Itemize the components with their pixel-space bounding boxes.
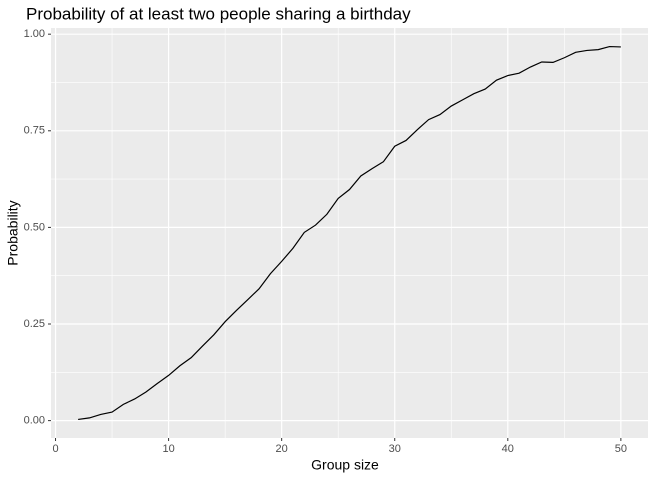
y-tick-label: 1.00 xyxy=(24,28,45,40)
x-axis-title: Group size xyxy=(311,457,379,473)
x-tick-label: 20 xyxy=(276,443,288,455)
y-tick-label: 0.75 xyxy=(24,125,45,137)
y-tick-label: 0.50 xyxy=(24,221,45,233)
data-line xyxy=(78,45,621,421)
chart-title: Probability of at least two people shari… xyxy=(26,4,411,23)
y-axis-title: Probability xyxy=(5,200,21,265)
y-tick-label: 0.25 xyxy=(24,318,45,330)
y-tick-label: 0.00 xyxy=(24,415,45,427)
x-tick-label: 0 xyxy=(52,443,58,455)
x-tick-label: 30 xyxy=(389,443,401,455)
x-tick-label: 40 xyxy=(502,443,514,455)
panel xyxy=(51,28,648,438)
x-tick-label: 10 xyxy=(162,443,174,455)
x-tick-label: 50 xyxy=(615,443,627,455)
